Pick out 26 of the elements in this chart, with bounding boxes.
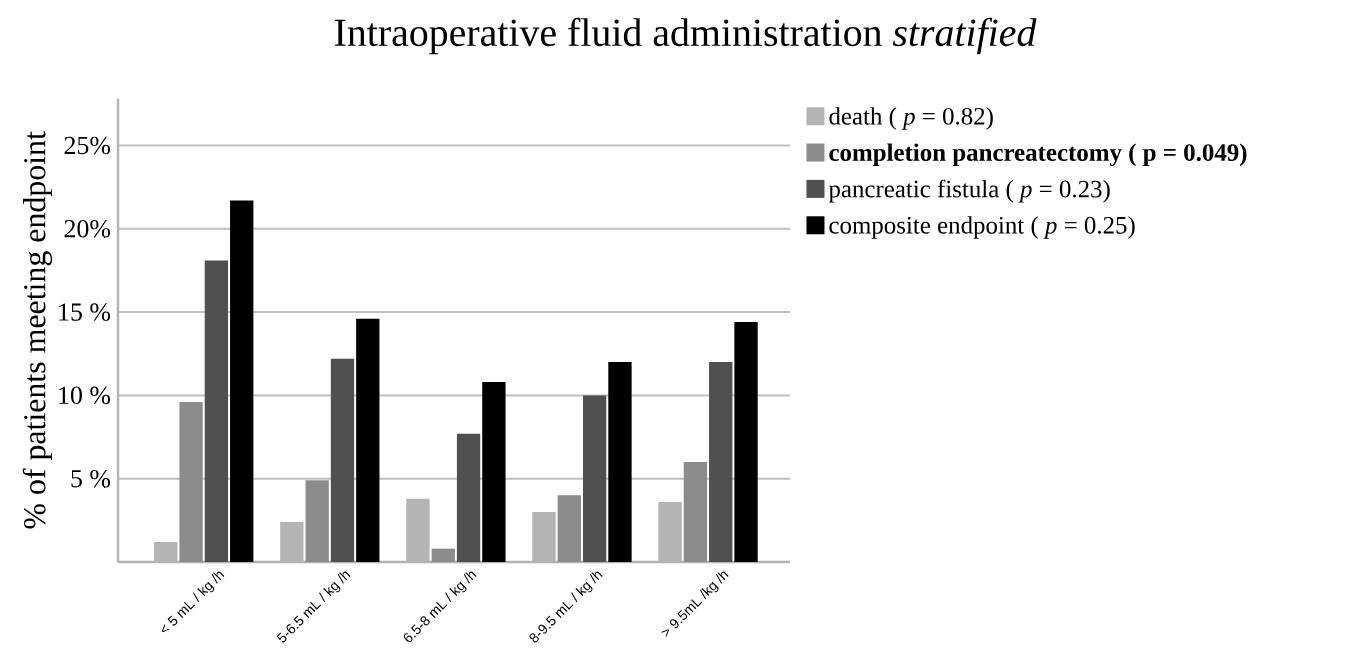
y-tick-label: 10 % (59, 386, 111, 405)
legend-label: composite endpoint ( p = 0.25) (829, 216, 1135, 239)
bar (709, 362, 733, 562)
legend-label: completion pancreatectomy ( p = 0.049) (829, 143, 1247, 167)
bar (582, 395, 607, 562)
bar (482, 382, 506, 562)
y-tick-label: 15 % (59, 303, 111, 321)
bar (456, 433, 481, 562)
bar (305, 480, 329, 562)
bar (431, 548, 455, 562)
bar (356, 318, 380, 562)
y-tick-label: 25% (64, 136, 111, 155)
y-tick-label: 5 % (71, 469, 111, 488)
bar (557, 495, 581, 562)
y-tick-label: 20% (64, 219, 111, 238)
legend-label: pancreatic fistula ( p = 0.23) (828, 179, 1110, 203)
bar (734, 322, 758, 562)
bar (608, 362, 632, 562)
bar (179, 402, 203, 562)
bar (683, 462, 708, 562)
bar (330, 358, 355, 562)
y-axis-title: % of patients meeting endpoint (22, 131, 53, 529)
bar (230, 200, 254, 562)
legend-label: death ( p = 0.82) (829, 107, 993, 130)
bar (204, 260, 229, 562)
chart-title: Intraoperative fluid administration stratified (335, 17, 1037, 55)
